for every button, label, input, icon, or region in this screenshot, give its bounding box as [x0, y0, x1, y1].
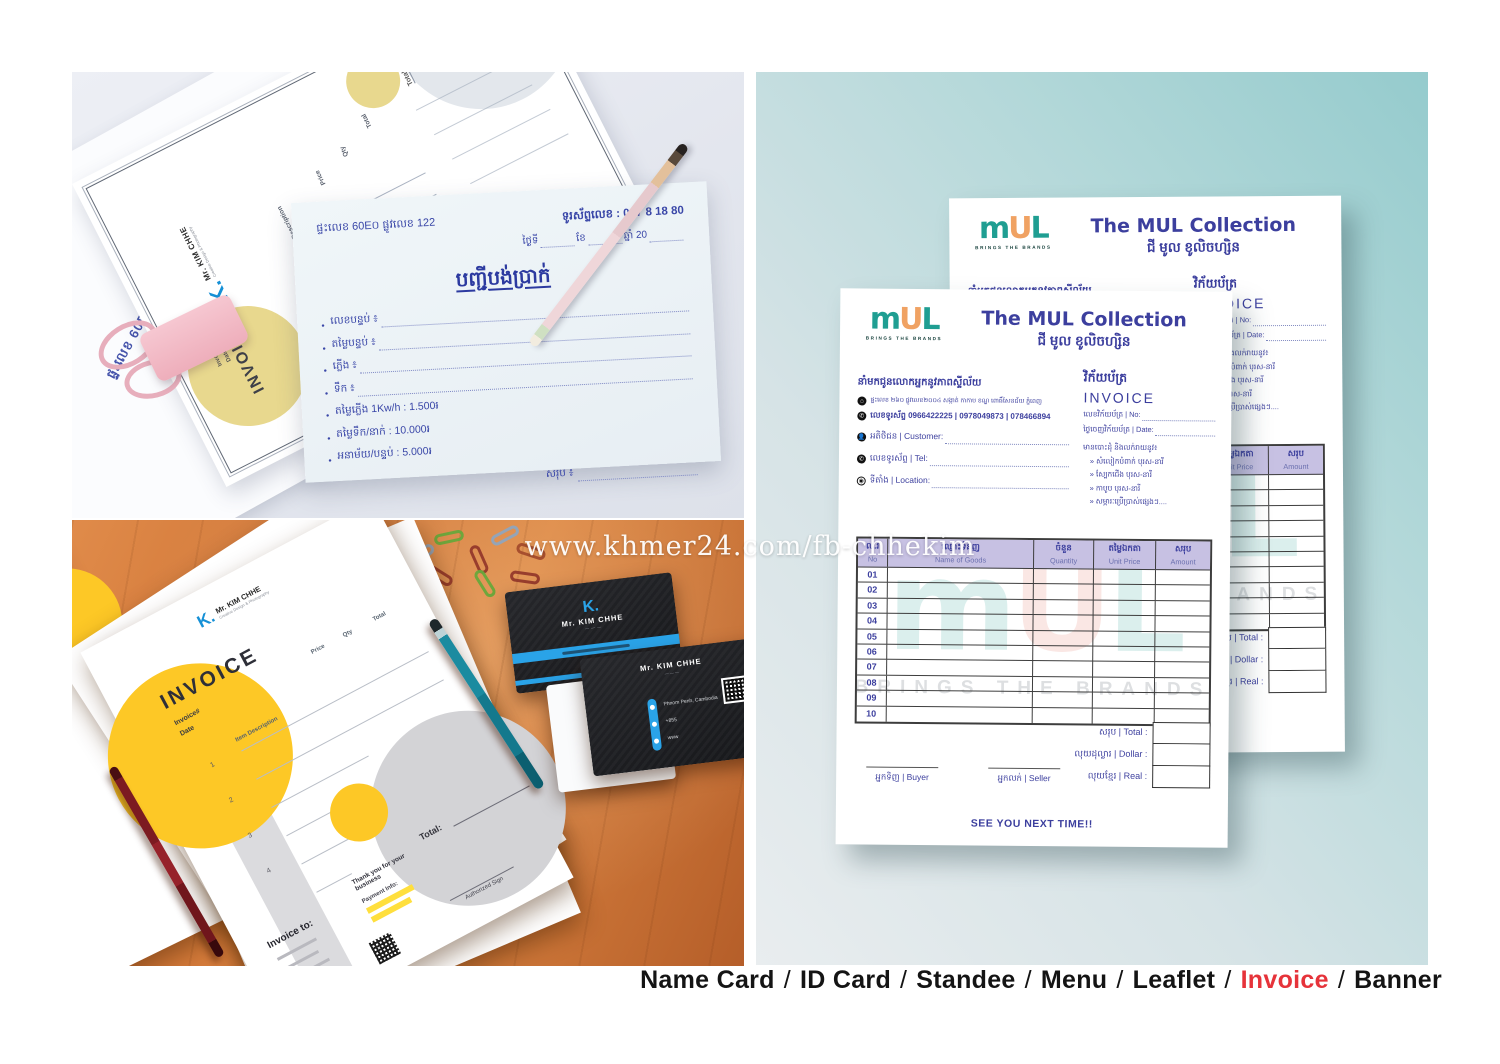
business-card-back: Mr. KIM CHHE — — — Phnom Penh, Cambodia … [579, 637, 744, 777]
panel-invoice-mockup-wood: K. Mr. KIM CHHE Creative Design & Photog… [72, 520, 744, 966]
footer-item: Standee [916, 966, 1016, 994]
mul-logo: mUL BRINGS THE BRANDS [967, 211, 1059, 251]
sell-heading: មានបោះដុំ និងលក់រាយនូវ៖ [1083, 442, 1158, 453]
sell-item: » សម្ភារៈប្រើប្រាស់ផ្សេងៗ.... [1089, 496, 1167, 507]
card-item-list: • លេខបន្ទប់ ៖ • តម្លៃបន្ទប់ ៖ • ភ្លើង ៖ • ទឹ… [321, 296, 696, 465]
dollar-label: លុយដុល្លារ | Dollar : [1074, 747, 1148, 759]
khmer-payment-card: ផ្ទះលេខ 60E០ ផ្លូវលេខ 122 ទូរស័ព្ទលេខ : … [290, 181, 722, 483]
card-total-line: សរុប ៖ [329, 460, 698, 494]
footer-caption: Name Card / ID Card / Standee / Menu / Leaflet / I… [640, 966, 1442, 994]
mul-invoice-front-sheet: mUL BRINGS THE BRANDS The MUL Collection… [835, 288, 1233, 848]
invoice-title-km: វិក័យប័ត្រ [1083, 370, 1128, 385]
mul-logo: mUL BRINGS THE BRANDS [858, 302, 950, 342]
buyer-label: អ្នកទិញ | Buyer [875, 771, 929, 783]
card-website: www [667, 733, 679, 742]
real-box [1152, 766, 1211, 789]
phone-icon: ✆ [857, 410, 867, 421]
column-qty: Qty [342, 628, 354, 639]
closing-note: SEE YOU NEXT TIME!! [970, 817, 1093, 831]
location-label: ទីតាំង | Location: [869, 474, 931, 486]
mul-logo-tagline: BRINGS THE BRANDS [865, 335, 943, 342]
card-phone: +855 [665, 717, 678, 725]
invoice-date-label: ថ្ងៃចេញវិក័យប័ត្រ | Date: [1083, 424, 1154, 435]
panel-invoice-mockup-blue: ផ្ទះលេខ 60E០ ផ្លូវលេខ 122 INVOICE Invoic… [72, 72, 744, 518]
invoice-title-en: INVOICE [1083, 389, 1156, 407]
footer-item: Menu [1040, 966, 1108, 994]
customer-icon: 👤 [857, 432, 867, 442]
card-title: បញ្ជីបង់ប្រាក់ [455, 264, 552, 292]
dollar-box [1268, 648, 1327, 672]
site-watermark: www.khmer24.com/fb-chhekim [524, 531, 976, 562]
shop-phones: លេខទូរស័ព្ទ 0966422225 | 0978049873 | 07… [870, 410, 1051, 422]
collection-title-km: ជី មូល ខូលិចហ្សិន [1037, 333, 1131, 349]
sell-item: » ស្បែកជើង បុរស-នារី [1089, 469, 1153, 480]
footer-item: Banner [1354, 966, 1442, 994]
brand-logo: K. Mr. KIM CHHE Creative Design & Photog… [194, 579, 271, 633]
dollar-box [1152, 744, 1211, 767]
invoice-meta-block: វិក័យប័ត្រ INVOICE លេខវិក័យប័ត្រ | No: ថ… [1083, 370, 1216, 508]
shop-address: ផ្ទះលេខ ២៦០ ផ្លូវលេខ២០០៤ សង្កាត់ កាកាប ខ… [870, 396, 1042, 406]
qr-code [368, 932, 402, 965]
column-total: Total [372, 611, 388, 623]
card-address: ផ្ទះលេខ 60E០ ផ្លូវលេខ 122 [316, 216, 436, 235]
footer-item-invoice: Invoice [1240, 966, 1329, 994]
total-box [1152, 722, 1211, 745]
totals-block: សរុប | Total : លុយដុល្លារ | Dollar : លុយ… [1074, 721, 1211, 789]
tel-label: លេខទូរស័ព្ទ | Tel: [869, 452, 928, 464]
shop-tagline: នាំមកជូនលោកអ្នកនូវភាពស្ទីល័យ [857, 376, 982, 389]
item-row-lines [80, 520, 444, 893]
mul-logo-tagline: BRINGS THE BRANDS [975, 244, 1052, 251]
tel-icon: ✆ [856, 454, 866, 464]
collection-title-en: The MUL Collection [1090, 213, 1297, 238]
contact-icon-column [646, 698, 663, 752]
real-label: លុយខ្មែរ | Real : [1087, 769, 1148, 781]
footer-item: Name Card [640, 966, 775, 994]
footer-item: Leaflet [1132, 966, 1216, 994]
customer-label: អតិថិជន | Customer: [870, 430, 944, 442]
footer-item: ID Card [800, 966, 892, 994]
collection-title-km: ជី មូល ខូលិចហ្សិន [1146, 239, 1240, 255]
location-icon: ◉ [856, 476, 866, 486]
seller-label: អ្នកលក់ | Seller [997, 772, 1051, 784]
qr-code [720, 675, 744, 705]
invoice-no-label: លេខវិក័យប័ត្រ | No: [1083, 409, 1141, 419]
real-box [1268, 670, 1327, 694]
sell-item: » កាបូប បុរស-នារី [1089, 482, 1141, 493]
contact-block: នាំមកជូនលោកអ្នកនូវភាពស្ទីល័យ ⌂ ផ្ទះលេខ ២… [856, 374, 1070, 490]
signature-block: អ្នកទិញ | Buyer អ្នកលក់ | Seller [866, 766, 1061, 787]
panel-mul-invoice: mUL BRINGS THE BRANDS The MUL Collection… [756, 72, 1428, 965]
total-label: សរុប | Total : [1099, 726, 1148, 737]
sell-item: » សំលៀកបំពាក់ បុរស-នារី [1089, 455, 1164, 466]
collection-title-en: The MUL Collection [981, 307, 1187, 332]
total-box [1268, 626, 1327, 650]
card-location: Phnom Penh, Cambodia [663, 694, 719, 708]
home-icon: ⌂ [857, 396, 867, 406]
column-price: Price [310, 643, 327, 656]
